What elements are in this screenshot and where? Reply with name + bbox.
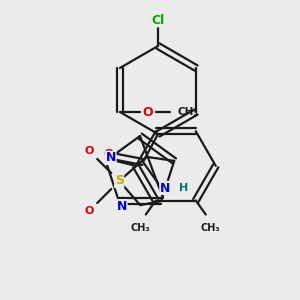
Text: CH₃: CH₃ — [131, 223, 151, 232]
Text: O: O — [104, 148, 114, 161]
Text: S: S — [115, 175, 124, 188]
Text: O: O — [85, 206, 94, 216]
Text: CH₃: CH₃ — [201, 223, 220, 232]
Text: N: N — [160, 182, 170, 194]
Text: CH₃: CH₃ — [178, 107, 199, 117]
Text: O: O — [142, 106, 153, 118]
Text: Cl: Cl — [152, 14, 165, 26]
Text: N: N — [106, 152, 116, 164]
Text: N: N — [117, 200, 127, 213]
Text: O: O — [85, 146, 94, 156]
Text: H: H — [179, 183, 188, 193]
